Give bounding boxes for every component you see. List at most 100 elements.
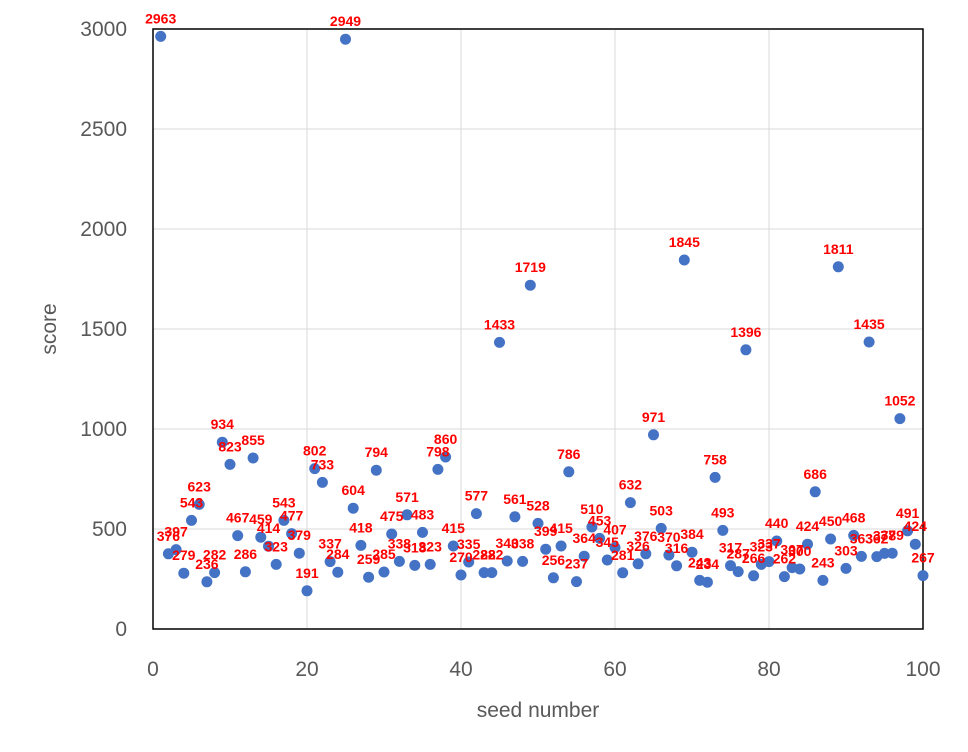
data-point [378, 566, 390, 578]
data-label: 2949 [330, 13, 361, 29]
data-label: 262 [773, 551, 797, 567]
data-label: 307 [780, 542, 804, 558]
data-label: 453 [588, 512, 612, 528]
data-label: 407 [603, 522, 627, 538]
data-point [601, 554, 613, 566]
data-label: 340 [496, 535, 520, 551]
y-axis-ticks: 0 500 1000 1500 2000 2500 3000 [80, 18, 127, 641]
data-label: 424 [904, 518, 928, 534]
data-label: 234 [696, 556, 720, 572]
data-point [547, 572, 559, 584]
data-label: 318 [403, 539, 427, 555]
data-point [586, 521, 598, 533]
data-label: 475 [380, 508, 404, 524]
data-point [363, 571, 375, 583]
data-point [709, 471, 721, 483]
data-label: 510 [580, 501, 604, 517]
data-label: 786 [557, 446, 581, 462]
data-label: 543 [272, 494, 296, 510]
data-point [424, 558, 436, 570]
data-label: 236 [195, 556, 219, 572]
data-label: 362 [865, 531, 889, 547]
data-label: 243 [688, 554, 712, 570]
x-axis-title: seed number [477, 699, 600, 722]
data-label: 345 [596, 534, 620, 550]
data-label: 279 [172, 547, 196, 563]
data-point [540, 543, 552, 555]
data-point [794, 563, 806, 575]
data-label: 632 [619, 477, 643, 493]
x-tick-label: 0 [147, 658, 159, 681]
data-label: 414 [257, 520, 281, 536]
data-label: 934 [211, 416, 235, 432]
data-point [494, 336, 505, 348]
grid [153, 29, 923, 629]
data-point [532, 517, 544, 529]
data-label: 335 [457, 536, 481, 552]
data-label: 2963 [145, 10, 176, 26]
data-label: 379 [288, 527, 312, 543]
data-label: 317 [719, 540, 743, 556]
data-point [447, 540, 459, 552]
y-axis-title: score [38, 303, 61, 354]
data-label: 316 [665, 540, 689, 556]
data-label: 378 [873, 527, 897, 543]
data-point [640, 548, 652, 560]
data-point [178, 567, 190, 579]
data-label: 440 [765, 515, 789, 531]
data-point [355, 539, 367, 551]
data-label: 798 [426, 443, 450, 459]
data-point [270, 558, 282, 570]
data-label: 338 [511, 535, 535, 551]
data-point [648, 429, 659, 441]
data-label: 823 [218, 438, 242, 454]
data-point [193, 498, 205, 510]
data-point [224, 458, 236, 470]
data-label: 376 [634, 528, 658, 544]
data-point [470, 508, 482, 520]
data-point [186, 514, 197, 526]
data-label: 468 [842, 509, 866, 525]
data-point [309, 463, 321, 475]
data-point [563, 466, 575, 478]
data-point [332, 566, 344, 578]
data-label: 287 [727, 546, 751, 562]
data-label: 1433 [484, 316, 515, 332]
data-point [624, 497, 636, 509]
y-tick-label: 500 [92, 518, 127, 541]
data-point [701, 576, 713, 588]
data-label: 363 [850, 530, 874, 546]
data-label: 281 [611, 547, 635, 563]
data-label: 376 [157, 528, 181, 544]
data-point [401, 509, 413, 521]
data-point [201, 576, 213, 588]
data-label: 1845 [669, 234, 700, 250]
data-point [247, 452, 259, 464]
data-label: 282 [203, 547, 227, 563]
data-label: 266 [742, 550, 766, 566]
data-point [732, 566, 744, 578]
data-point [386, 528, 398, 540]
data-label: 450 [819, 513, 843, 529]
data-point [155, 30, 167, 42]
data-point [578, 550, 590, 562]
data-point [524, 279, 536, 291]
data-label: 397 [164, 524, 188, 540]
data-point [855, 550, 867, 562]
data-label: 285 [372, 546, 396, 562]
data-point [809, 486, 821, 498]
y-tick-label: 2500 [80, 118, 127, 141]
data-point [263, 540, 274, 552]
data-point [817, 574, 829, 586]
data-label: 338 [388, 535, 412, 551]
data-label: 237 [565, 556, 589, 572]
data-label: 282 [472, 547, 496, 563]
data-point [301, 585, 313, 597]
data-label: 415 [442, 520, 466, 536]
data-label: 686 [804, 466, 828, 482]
data-point [417, 526, 428, 538]
data-point [340, 33, 351, 45]
data-point [763, 556, 775, 568]
y-tick-label: 1000 [80, 418, 127, 441]
